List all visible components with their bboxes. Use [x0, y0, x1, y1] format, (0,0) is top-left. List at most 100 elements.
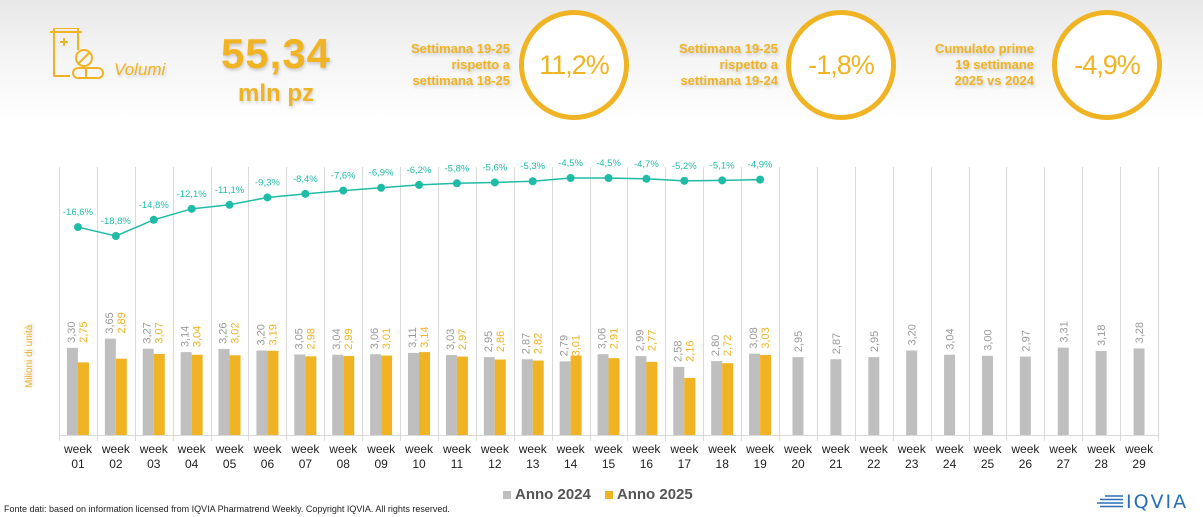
bar-2025 — [722, 363, 734, 435]
x-tick-label: week 29 — [1120, 442, 1158, 472]
x-tick-label: week 15 — [590, 442, 628, 472]
data-label-2024: 2,97 — [1020, 330, 1032, 351]
x-tick-label: week 06 — [248, 442, 286, 472]
line-data-label: -16,6% — [63, 207, 94, 218]
line-point — [301, 189, 310, 198]
data-label-2024: 2,80 — [710, 335, 722, 356]
data-label-2025: 2,91 — [609, 328, 621, 349]
x-tick-label-line: week — [973, 442, 1002, 456]
x-tick-label-line: 15 — [601, 457, 616, 471]
weekly-volume-chart: 3,30 2,75 3,65 2,89 3,27 3,07 3,14 3,04 3,26 3,02… — [59, 158, 1159, 441]
x-tick-label-line: 12 — [488, 457, 502, 471]
bar-2025 — [305, 356, 317, 435]
data-label-2024: 2,95 — [483, 331, 495, 352]
bar-2024 — [483, 357, 495, 435]
x-tick-label-line: week — [329, 442, 358, 456]
x-tick-label-line: week — [63, 442, 92, 456]
x-tick-label-line: week — [708, 442, 737, 456]
x-tick-label-line: week — [784, 442, 813, 456]
iqvia-lines-icon — [1097, 495, 1123, 508]
line-point — [377, 183, 386, 192]
line-data-label: -4,5% — [558, 158, 583, 169]
source-note: Fonte dati: based on information license… — [4, 504, 450, 514]
bar-2024 — [635, 356, 647, 435]
line-point — [642, 174, 651, 183]
line-data-label: -8,4% — [293, 174, 318, 185]
data-label-2024: 3,14 — [180, 326, 192, 347]
bar-2025 — [115, 358, 127, 435]
line-point — [566, 174, 575, 182]
x-tick-label-line: week — [367, 442, 396, 456]
line-point — [718, 176, 727, 185]
data-label-2024: 2,95 — [793, 331, 805, 352]
x-tick-label-line: 29 — [1132, 457, 1146, 471]
line-data-label: -5,3% — [520, 161, 545, 172]
x-tick-label-line: 05 — [222, 457, 237, 471]
bar-2024 — [597, 354, 609, 435]
bar-2025 — [760, 355, 772, 435]
x-tick-label-line: week — [291, 442, 320, 456]
x-tick-label: week 07 — [286, 442, 324, 472]
x-tick-label-line: 16 — [639, 457, 654, 471]
kpi-weekly-vs-previous-circle: 11,2% — [519, 10, 629, 120]
data-label-2025: 2,72 — [722, 335, 734, 356]
line-point — [415, 180, 424, 189]
kpi-value: 11,2% — [539, 49, 610, 80]
line-point — [73, 223, 82, 232]
x-tick-label: week 19 — [741, 442, 779, 472]
data-label-2024: 2,87 — [831, 333, 843, 354]
total-volume-unit: mln pz — [238, 80, 314, 107]
data-label-2025: 3,14 — [419, 326, 431, 347]
x-tick-label-line: week — [442, 442, 471, 456]
kpi-label-line: rispetto a — [451, 57, 510, 72]
bar-2024 — [673, 366, 685, 435]
y-axis-title: Milioni di unità — [24, 324, 35, 388]
data-label-2025: 3,04 — [192, 326, 204, 347]
line-point — [490, 178, 499, 187]
data-label-2025: 2,86 — [495, 331, 507, 352]
line-data-label: -11,1% — [215, 185, 245, 196]
x-tick-label: week 17 — [665, 442, 703, 472]
legend-item-2025: Anno 2025 — [604, 486, 693, 503]
x-tick-label-line: 04 — [185, 457, 199, 471]
bar-2024 — [559, 361, 571, 435]
line-point — [339, 186, 348, 195]
bar-2024 — [830, 359, 842, 435]
x-tick-label-line: week — [746, 442, 775, 456]
line-data-label: -5,6% — [482, 162, 507, 173]
bar-2025 — [608, 358, 620, 435]
kpi-label-line: settimana 18-25 — [412, 73, 510, 88]
data-label-2025: 3,02 — [230, 323, 242, 344]
data-label-2025: 2,97 — [457, 329, 469, 350]
line-data-label: -6,2% — [407, 165, 432, 176]
x-tick-label-line: week — [1087, 442, 1116, 456]
x-tick-label: week 24 — [931, 442, 969, 472]
bar-2024 — [180, 352, 192, 435]
data-label-2024: 2,99 — [634, 330, 646, 351]
bar-2024 — [981, 355, 993, 435]
bar-2024 — [294, 354, 306, 435]
bar-2024 — [445, 355, 457, 435]
x-tick-label: week 12 — [476, 442, 514, 472]
x-tick-label-line: week — [1125, 442, 1154, 456]
bar-2024 — [408, 352, 420, 435]
data-label-2024: 2,79 — [559, 335, 571, 356]
data-label-2024: 3,30 — [66, 321, 78, 342]
x-tick-label-line: week — [897, 442, 926, 456]
x-tick-label-line: week — [670, 442, 699, 456]
bar-2024 — [521, 359, 533, 435]
data-label-2025: 3,19 — [267, 324, 279, 345]
x-tick-label-line: 24 — [942, 457, 957, 471]
line-point — [111, 232, 120, 240]
x-tick-label-line: week — [480, 442, 509, 456]
data-label-2024: 3,06 — [597, 328, 609, 349]
line-data-label: -4,7% — [634, 159, 659, 170]
x-tick-label-line: 07 — [298, 457, 313, 471]
line-point — [756, 175, 765, 184]
x-tick-label-line: 28 — [1094, 457, 1108, 471]
line-data-label: -14,8% — [139, 200, 170, 211]
bar-2024 — [906, 350, 918, 435]
x-tick-label-line: week — [101, 442, 130, 456]
kpi-cumulative-circle: -4,9% — [1052, 10, 1162, 120]
iqvia-logo: IQVIA — [1097, 491, 1188, 513]
